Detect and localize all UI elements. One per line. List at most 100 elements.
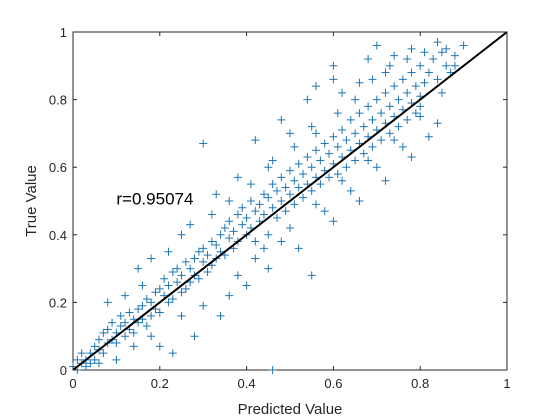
data-point [155,284,164,293]
data-point [155,308,164,317]
data-point [403,115,412,124]
data-point [108,318,117,327]
data-point [394,122,403,131]
x-axis-label: Predicted Value [238,401,343,418]
data-point [259,210,268,219]
data-point [95,335,104,344]
data-point [151,288,160,297]
x-axis-ticks: 0 0.2 0.4 0.6 0.8 1 [69,32,511,391]
data-point [364,156,373,165]
data-point [103,298,112,307]
data-point [112,355,121,364]
data-point [225,197,234,205]
data-point [416,112,425,121]
y-tick-label: 0.8 [49,93,67,108]
data-point [116,322,125,331]
data-point [168,295,177,304]
data-point [129,328,138,337]
data-point [312,129,321,138]
data-point [312,146,321,155]
data-point [181,257,190,266]
data-point [177,288,186,297]
data-point [450,61,459,70]
data-point [190,332,199,341]
data-point [82,362,91,371]
data-point [390,136,399,145]
data-point [424,132,433,141]
data-point [268,366,277,374]
data-point [303,95,312,104]
data-point [316,156,325,165]
data-point [251,237,260,246]
data-point [199,139,208,148]
data-point [173,278,182,287]
data-point [203,251,212,260]
data-point [147,332,156,341]
data-point [381,68,390,77]
data-point [286,190,294,199]
data-point [138,281,147,290]
data-point [329,61,338,70]
data-point [307,122,316,131]
data-point [242,213,251,222]
data-point [290,176,299,185]
data-point [294,159,303,168]
data-point [420,78,429,87]
data-point [277,237,286,246]
data-point [368,142,377,151]
data-point [411,109,420,118]
data-point [294,244,303,253]
x-tick-label: 0.6 [324,376,342,391]
data-point [420,48,429,57]
data-point [225,291,234,300]
data-point [325,149,334,158]
data-point [424,68,433,77]
data-point [246,197,255,205]
x-tick-label: 0.2 [151,376,169,391]
data-point [442,44,451,53]
data-point [398,142,407,151]
data-point [121,332,130,341]
data-point [394,95,403,104]
data-point [355,197,364,205]
data-point [290,200,299,209]
data-point [268,203,277,212]
data-point [233,271,242,280]
data-point [220,224,229,233]
data-point [416,102,425,111]
y-tick-label: 0 [60,363,67,378]
data-point [147,298,156,307]
data-point [372,41,381,50]
data-point [199,244,208,253]
data-point [437,88,446,97]
y-axis-ticks: 0 0.2 0.4 0.6 0.8 1 [49,25,507,378]
data-point [242,281,251,290]
data-point [342,163,351,172]
data-point [329,75,338,84]
data-point [351,129,360,138]
data-point [142,322,151,331]
data-point [329,217,338,226]
data-point [147,254,156,263]
data-point [99,349,108,358]
data-point [264,193,273,202]
data-point [177,311,186,320]
data-point [342,136,351,145]
y-axis-label: True Value [23,165,40,237]
data-point [199,257,208,266]
data-point [277,173,286,182]
data-point [173,264,182,273]
fit-line [72,31,508,371]
data-point [407,68,416,77]
data-point [333,109,342,118]
data-point [251,207,260,216]
data-point [186,264,195,273]
data-point [272,186,281,195]
data-point [385,129,394,138]
data-point [90,355,99,364]
data-point [86,359,95,368]
data-point [312,82,321,91]
data-point [229,227,238,236]
data-point [207,237,216,246]
data-point [277,115,286,124]
